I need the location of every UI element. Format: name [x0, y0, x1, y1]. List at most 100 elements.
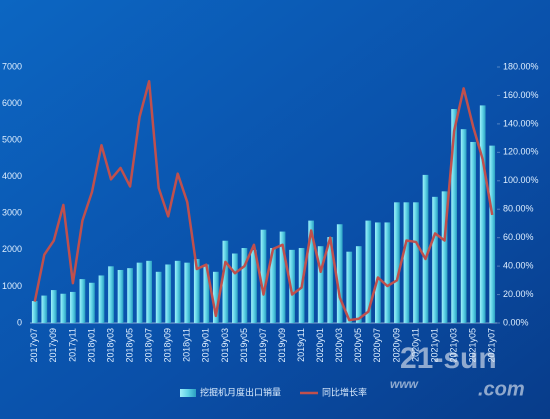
bar: [289, 249, 295, 323]
bar: [308, 220, 315, 323]
bar: [413, 202, 419, 323]
x-tick-label: 2021y07: [487, 328, 497, 363]
x-tick-label: 2017y11: [67, 328, 77, 362]
legend-label: 挖掘机月度出口销量: [200, 386, 281, 397]
bar: [79, 279, 86, 323]
y-tick-label: 4000: [2, 171, 22, 181]
x-tick-label: 2018y11: [182, 328, 192, 362]
legend-label: 同比增长率: [322, 386, 367, 397]
bar: [89, 282, 95, 323]
bar: [375, 222, 381, 323]
x-tick-label: 2021y03: [448, 328, 458, 363]
y2-tick-label: 0.00%: [503, 317, 529, 327]
bar: [108, 266, 114, 323]
bar: [384, 222, 391, 323]
x-tick-label: 2018y05: [124, 328, 134, 363]
watermark: .com: [478, 378, 525, 400]
y2-tick-label: 120.00%: [503, 147, 539, 157]
bar: [117, 269, 124, 323]
x-tick-label: 2020y03: [334, 328, 344, 363]
bar: [146, 260, 152, 323]
bar: [241, 248, 248, 323]
bar: [127, 268, 133, 323]
y2-tick-label: 80.00%: [503, 204, 534, 214]
bar: [441, 191, 448, 323]
x-tick-label: 2018y07: [144, 328, 154, 363]
x-tick-label: 2019y03: [220, 328, 230, 363]
bar: [470, 141, 477, 323]
x-tick-label: 2020y09: [391, 328, 401, 363]
x-tick-label: 2020y01: [315, 328, 325, 363]
bar: [70, 291, 76, 323]
bar: [460, 129, 467, 323]
bar: [222, 240, 229, 323]
bar: [403, 202, 410, 323]
x-tick-label: 2021y01: [429, 328, 439, 363]
bar: [489, 145, 496, 323]
y2-tick-label: 100.00%: [503, 175, 539, 185]
bar: [251, 249, 257, 323]
bar: [31, 301, 38, 323]
x-tick-label: 2020y11: [410, 328, 420, 362]
watermark: www: [390, 377, 419, 391]
bar: [270, 248, 276, 323]
x-tick-label: 2019y01: [201, 328, 211, 363]
y2-tick-label: 20.00%: [503, 289, 534, 299]
x-tick-label: 2018y09: [163, 328, 173, 363]
x-tick-label: 2017y07: [29, 328, 39, 363]
x-tick-label: 2018y01: [86, 328, 96, 363]
y2-tick-label: 40.00%: [503, 260, 534, 270]
bar: [279, 231, 286, 323]
bar: [193, 259, 200, 323]
y2-tick-label: 180.00%: [503, 61, 539, 71]
bar: [432, 196, 438, 323]
bar: [41, 295, 48, 323]
y2-tick-label: 160.00%: [503, 90, 539, 100]
bar: [50, 290, 57, 323]
bar: [212, 271, 219, 323]
bar: [365, 220, 372, 323]
y-tick-label: 3000: [2, 208, 22, 218]
bar: [260, 229, 267, 323]
bar: [60, 293, 67, 323]
bar: [232, 253, 238, 323]
bar: [174, 260, 181, 323]
x-tick-label: 2017y09: [48, 328, 58, 363]
bar: [203, 264, 210, 323]
bar: [98, 275, 105, 323]
line: [33, 79, 494, 322]
y-tick-label: 5000: [2, 135, 22, 145]
bar: [155, 271, 162, 323]
y-tick-label: 2000: [2, 244, 22, 254]
x-tick-label: 2018y03: [105, 328, 115, 363]
x-tick-label: 2020y07: [372, 328, 382, 363]
bar: [394, 202, 400, 323]
x-tick-label: 2019y11: [296, 328, 306, 362]
y2-tick-label: 60.00%: [503, 232, 534, 242]
bar: [422, 174, 429, 323]
bar: [346, 251, 353, 323]
x-tick-label: 2019y09: [277, 328, 287, 363]
bar: [184, 262, 191, 323]
y2-tick-label: 140.00%: [503, 118, 539, 128]
y-tick-label: 1000: [2, 281, 22, 291]
bar: [451, 109, 457, 323]
x-tick-label: 2019y07: [258, 328, 268, 363]
watermark: 21-sun: [400, 342, 497, 375]
x-tick-label: 2020y05: [353, 328, 363, 363]
legend-swatch: [180, 389, 196, 397]
x-tick-label: 2021y05: [468, 328, 478, 363]
x-tick-label: 2019y05: [239, 328, 249, 363]
bar: [336, 224, 343, 323]
bar: [317, 246, 324, 323]
y-tick-label: 7000: [2, 61, 22, 71]
y-tick-label: 6000: [2, 98, 22, 108]
bar: [479, 105, 486, 324]
bar: [165, 264, 172, 323]
bar: [355, 246, 362, 323]
bar: [136, 262, 143, 323]
bar: [327, 237, 334, 323]
y-tick-label: 0: [17, 317, 22, 327]
